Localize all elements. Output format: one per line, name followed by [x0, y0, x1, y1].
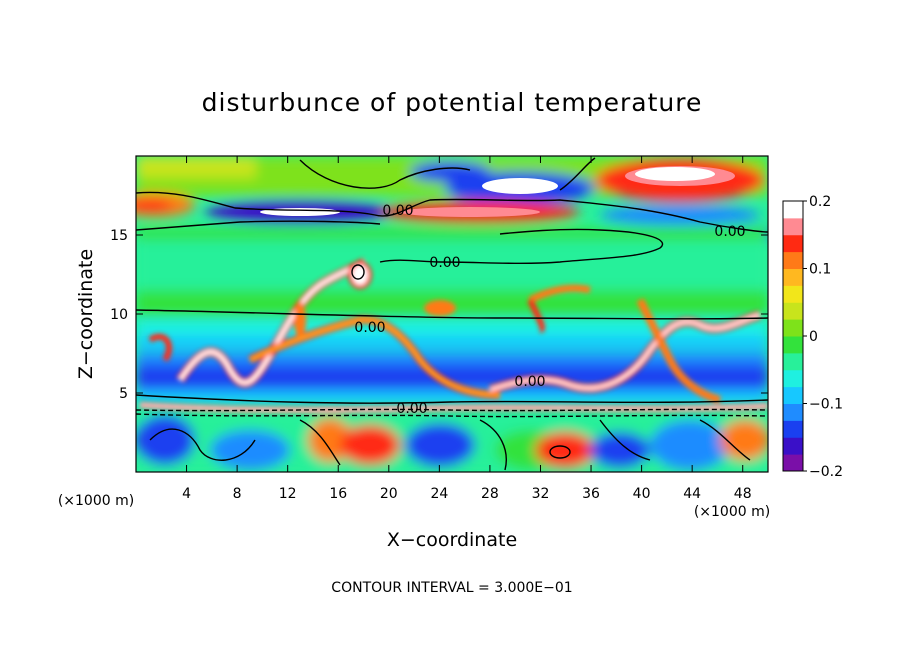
contour-interval-note: CONTOUR INTERVAL = 3.000E−01 — [331, 580, 572, 596]
colorbar-swatch — [783, 454, 803, 472]
colorbar-swatch — [783, 251, 803, 269]
colorbar-swatch — [783, 217, 803, 236]
heatmap-field — [136, 156, 768, 472]
colorbar — [782, 200, 804, 472]
colorbar-swatch — [783, 403, 803, 421]
x-unit-label-left: (×1000 m) — [58, 493, 134, 509]
colorbar-swatch — [783, 302, 803, 320]
x-tick-label: 48 — [734, 486, 752, 502]
y-axis: 5 10 15 — [110, 228, 768, 402]
x-unit-label-right: (×1000 m) — [694, 504, 770, 520]
x-tick-label: 20 — [380, 486, 398, 502]
colorbar-tick-label: 0.2 — [809, 194, 831, 210]
x-tick-label: 44 — [683, 486, 701, 502]
y-tick-label: 10 — [110, 307, 128, 323]
colorbar-swatch — [783, 420, 803, 438]
x-tick-label: 8 — [233, 486, 242, 502]
colorbar-swatch — [783, 234, 803, 253]
x-tick-label: 16 — [329, 486, 347, 502]
contour-label: 0.00 — [396, 401, 427, 417]
x-axis-label: X−coordinate — [387, 529, 517, 551]
colorbar-tick-label: −0.2 — [809, 464, 843, 480]
contour-label: 0.00 — [354, 320, 385, 336]
contour-labels: 0.00 0.00 0.00 0.00 0.00 0.00 — [354, 203, 745, 417]
colorbar-ticks: 0.2 0.1 0 −0.1 −0.2 — [803, 194, 843, 480]
y-tick-label: 15 — [110, 228, 128, 244]
colorbar-swatch — [783, 268, 803, 286]
colorbar-swatch — [783, 201, 803, 219]
colorbar-tick-label: 0.1 — [809, 262, 831, 278]
contour-label: 0.00 — [714, 224, 745, 240]
y-axis-label: Z−coordinate — [75, 249, 97, 379]
colorbar-swatch — [783, 285, 803, 303]
x-tick-label: 28 — [481, 486, 499, 502]
colorbar-swatch — [783, 386, 803, 404]
colorbar-tick-label: 0 — [809, 329, 818, 345]
x-tick-label: 40 — [633, 486, 651, 502]
x-tick-label: 36 — [582, 486, 600, 502]
x-tick-label: 32 — [532, 486, 550, 502]
x-tick-label: 4 — [182, 486, 191, 502]
x-axis: 4 8 12 16 20 24 28 32 36 40 44 48 — [182, 156, 752, 502]
contour-label: 0.00 — [382, 203, 413, 219]
colorbar-swatch — [783, 437, 803, 455]
x-tick-label: 24 — [430, 486, 448, 502]
colorbar-swatch — [783, 352, 803, 371]
colorbar-swatch — [783, 369, 803, 388]
y-tick-label: 5 — [119, 386, 128, 402]
chart-title: disturbunce of potential temperature — [202, 88, 703, 117]
colorbar-swatch — [783, 319, 803, 337]
contour-label: 0.00 — [429, 255, 460, 271]
colorbar-tick-label: −0.1 — [809, 397, 843, 413]
colorbar-swatch — [783, 336, 803, 354]
contour-label: 0.00 — [514, 374, 545, 390]
x-tick-label: 12 — [279, 486, 297, 502]
